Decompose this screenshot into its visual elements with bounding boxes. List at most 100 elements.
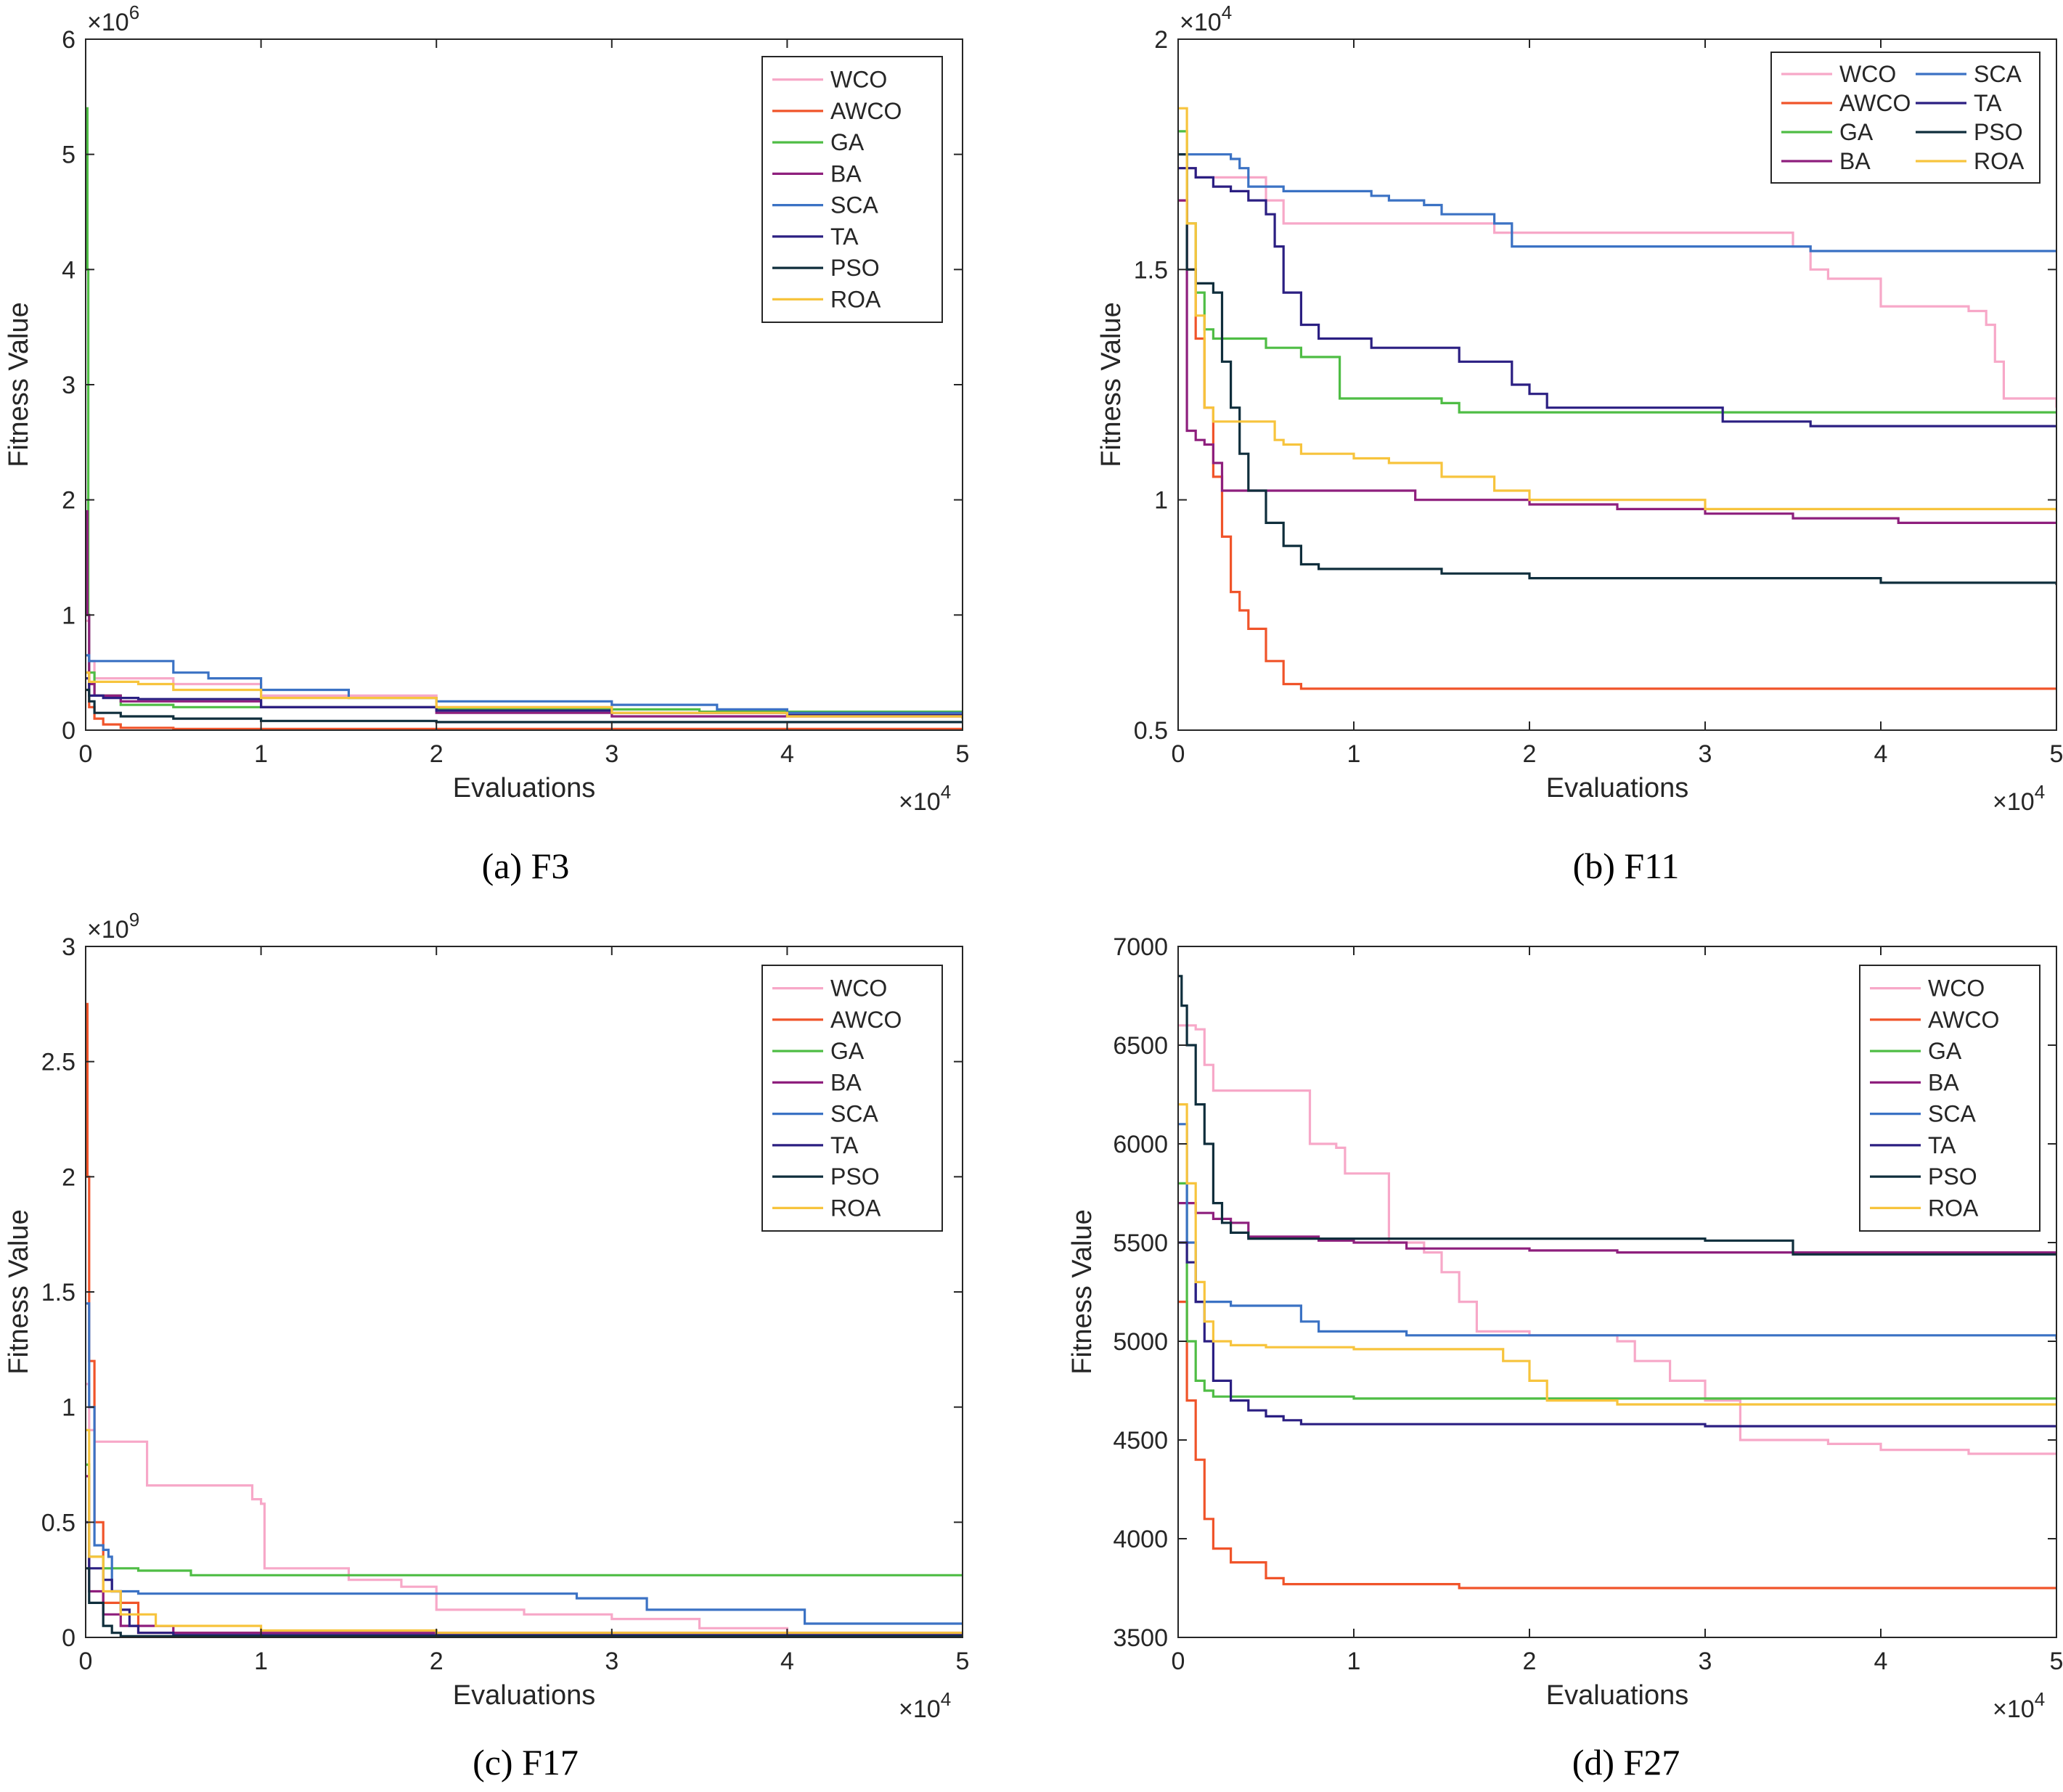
y-tick-label: 2 [62, 487, 75, 515]
y-tick-label: 5000 [1113, 1328, 1168, 1356]
y-tick-label: 3500 [1113, 1624, 1168, 1652]
x-tick-label: 5 [2050, 1648, 2063, 1675]
x-multiplier-base: ×10 [1993, 1695, 2035, 1723]
series-group [1178, 107, 2056, 690]
x-tick-label: 2 [1523, 1648, 1537, 1675]
legend-label-ta: TA [830, 224, 859, 250]
series-line-ta [1178, 167, 2056, 427]
series-group [1178, 975, 2056, 1590]
x-tick-label: 2 [430, 740, 444, 768]
y-tick-label: 2 [1154, 26, 1168, 54]
x-axis-multiplier: ×104 [899, 1688, 951, 1723]
y-tick-label: 1 [62, 602, 75, 629]
series-line-sca [86, 1302, 963, 1625]
x-tick-label: 1 [1347, 1648, 1361, 1675]
series-line-wco [86, 1383, 963, 1635]
y-multiplier-exponent: 9 [129, 909, 139, 930]
y-tick-label: 2 [62, 1163, 75, 1191]
y-tick-label: 0.5 [1134, 717, 1168, 745]
series-line-ta [1178, 1241, 2056, 1428]
y-axis-label: Fitness Value [4, 1209, 34, 1374]
legend-label-wco: WCO [830, 975, 887, 1002]
y-tick-label: 0 [62, 1624, 75, 1652]
series-line-pso [1178, 975, 2056, 1256]
x-tick-label: 2 [430, 1648, 444, 1675]
x-tick-label: 1 [254, 1648, 268, 1675]
legend: WCO AWCO GA BA SCA TA PSO ROA [761, 965, 943, 1232]
y-tick-label: 5 [62, 142, 75, 169]
legend-box [761, 56, 943, 323]
y-tick-label: 3 [62, 933, 75, 961]
legend-label-awco: AWCO [830, 98, 902, 124]
y-tick-label: 4500 [1113, 1427, 1168, 1455]
series-line-pso [1178, 153, 2056, 586]
legend-label-roa: ROA [830, 1195, 881, 1221]
y-tick-label: 1.5 [1134, 256, 1168, 284]
legend: WCO AWCO GA BA SCA TA PSO ROA [1770, 52, 2040, 184]
y-multiplier-base: ×10 [1180, 9, 1222, 36]
y-tick-label: 1.5 [41, 1279, 75, 1306]
x-multiplier-exponent: 4 [941, 781, 951, 803]
x-axis-multiplier: ×104 [1993, 1688, 2045, 1723]
x-tick-label: 3 [605, 1648, 618, 1675]
chart-caption: (d) F27 [1572, 1742, 1680, 1783]
y-axis-label: Fitness Value [1067, 1209, 1098, 1374]
series-line-pso [86, 1567, 963, 1637]
legend-label-ba: BA [830, 160, 862, 187]
x-tick-label: 4 [1874, 740, 1888, 768]
y-tick-label: 6000 [1113, 1131, 1168, 1158]
x-tick-label: 1 [254, 740, 268, 768]
y-axis-multiplier: ×106 [87, 1, 139, 36]
series-line-ba [1178, 199, 2056, 524]
series-line-ba [1178, 1202, 2056, 1254]
x-tick-label: 0 [1172, 740, 1185, 768]
x-tick-label: 0 [79, 740, 93, 768]
x-tick-label: 4 [780, 1648, 794, 1675]
y-tick-label: 6 [62, 26, 75, 54]
legend-label-ba: BA [1928, 1069, 1959, 1095]
legend: WCO AWCO GA BA SCA TA PSO ROA [761, 56, 943, 323]
y-tick-label: 7000 [1113, 933, 1168, 961]
y-axis-multiplier: ×109 [87, 909, 139, 944]
legend-label-ta: TA [1928, 1132, 1956, 1158]
x-axis-label: Evaluations [453, 1680, 595, 1711]
legend-label-wco: WCO [1928, 975, 1985, 1002]
x-tick-label: 2 [1523, 740, 1537, 768]
x-axis-multiplier: ×104 [899, 781, 951, 816]
x-axis-label: Evaluations [453, 773, 595, 803]
legend-label-sca: SCA [1974, 61, 2022, 87]
legend-label-ta: TA [830, 1132, 859, 1158]
x-multiplier-exponent: 4 [2035, 781, 2045, 803]
legend-box [761, 965, 943, 1232]
series-line-sca [1178, 153, 2056, 253]
legend-label-sca: SCA [830, 192, 878, 218]
y-tick-label: 1 [62, 1394, 75, 1422]
chart-caption: (c) F17 [473, 1742, 579, 1783]
x-tick-label: 3 [1699, 1648, 1712, 1675]
series-line-roa [1178, 107, 2056, 512]
y-tick-label: 1 [1154, 487, 1168, 515]
legend-label-pso: PSO [1928, 1163, 1977, 1190]
legend-label-ga: GA [1839, 119, 1874, 145]
x-tick-label: 4 [1874, 1648, 1888, 1675]
legend-label-awco: AWCO [830, 1007, 902, 1033]
series-line-awco [1178, 199, 2056, 690]
y-tick-label: 3 [62, 372, 75, 399]
y-axis-label: Fitness Value [4, 302, 34, 467]
axes-box [1177, 946, 2057, 1638]
legend: WCO AWCO GA BA SCA TA PSO ROA [1859, 965, 2040, 1232]
axes-box [1177, 38, 2057, 731]
series-line-roa [86, 671, 963, 719]
chart-caption: (a) F3 [482, 846, 570, 886]
legend-label-pso: PSO [830, 255, 880, 281]
x-axis-label: Evaluations [1546, 1680, 1688, 1711]
series-line-wco [1178, 167, 2056, 408]
legend-label-ta: TA [1974, 90, 2002, 116]
y-multiplier-exponent: 4 [1222, 1, 1232, 23]
legend-label-wco: WCO [1839, 61, 1896, 87]
chart-caption: (b) F11 [1573, 846, 1680, 886]
